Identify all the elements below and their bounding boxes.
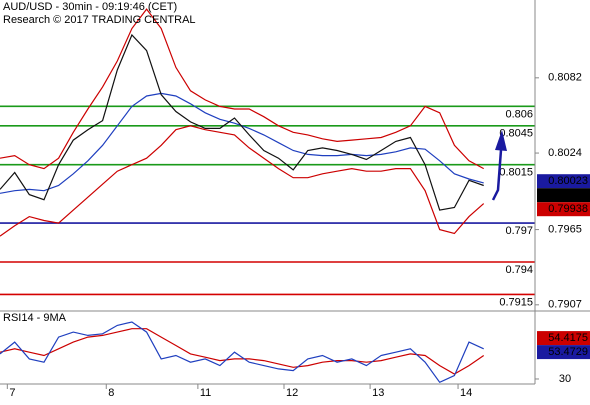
level-label: 0.794 [505, 264, 533, 276]
level-label-bg [505, 296, 534, 309]
y-tick-label: 0.7907 [548, 299, 582, 311]
x-tick-label: 11 [200, 387, 211, 399]
x-tick-label: 13 [372, 387, 384, 399]
plot-layer: 0.8082 0.8024 0.7965 0.7907 0.806 0.8045 0.801… [0, 8, 590, 399]
price-tag-label: 54.4175 [548, 332, 588, 344]
level-label: 0.8045 [499, 128, 533, 140]
x-tick-label: 14 [460, 387, 472, 399]
series-line [0, 328, 485, 375]
y-tick-label: 0.8024 [548, 147, 582, 159]
level-label: 0.806 [505, 108, 533, 120]
x-tick-label: 12 [286, 387, 298, 399]
price-tag [537, 188, 590, 203]
price-tag-label: 0.79938 [548, 203, 588, 215]
y-tick-label: 0.7965 [548, 223, 582, 235]
y-tick-label: 30 [559, 373, 571, 385]
level-label: 0.7915 [499, 296, 533, 308]
price-tag [537, 331, 590, 346]
chart-subtitle: Research © 2017 TRADING CENTRAL [3, 14, 196, 26]
rsi-title: RSI14 - 9MA [3, 312, 67, 324]
x-tick-label: 7 [9, 387, 15, 399]
level-label-bg [505, 225, 534, 238]
price-tag-label: 53.4729 [548, 346, 588, 358]
level-label-bg [505, 127, 534, 140]
level-label-bg [505, 108, 534, 121]
price-tag-label: 0.80008 [548, 189, 588, 201]
level-label-bg [505, 264, 534, 277]
series-line [0, 33, 484, 211]
price-tag [537, 202, 590, 217]
forecast-arrow [491, 149, 503, 201]
level-label: 0.797 [505, 225, 533, 237]
level-label: 0.8015 [499, 167, 533, 179]
series-line [0, 8, 484, 170]
price-tag-label: 0.80023 [548, 175, 588, 187]
price-tag [537, 345, 590, 360]
series-line [0, 125, 485, 237]
y-tick-label: 0.8082 [548, 72, 582, 84]
chart-title: AUD/USD - 30min - 09:19:46 (CET) [3, 1, 177, 13]
forecast-arrowhead [495, 130, 507, 151]
series-line [0, 321, 484, 384]
price-tag [537, 174, 590, 189]
x-tick-label: 8 [108, 387, 114, 399]
level-label-bg [505, 166, 534, 179]
